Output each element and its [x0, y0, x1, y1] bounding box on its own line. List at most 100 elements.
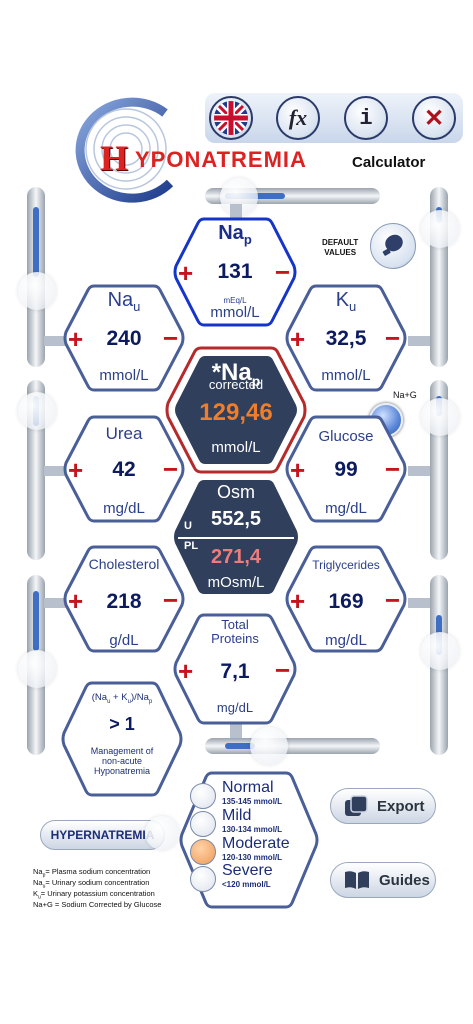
- glucose-label: Glucose: [318, 428, 374, 445]
- proteins-slider-handle[interactable]: [250, 727, 288, 765]
- legend-nag: Na+G = Sodium Corrected by Glucose: [33, 900, 162, 909]
- proteins-panel: Total Proteins + 7,1 − mg/dL: [172, 612, 298, 726]
- close-button[interactable]: ✕: [412, 96, 456, 140]
- hex-shape: [174, 480, 298, 594]
- ku-label: Ku: [335, 289, 357, 314]
- severity-severe-range: <120 mmol/L: [222, 880, 271, 889]
- logo-rings: [75, 97, 174, 203]
- connector: [408, 466, 430, 476]
- nau-panel: Nau + 240 − mmol/L: [62, 283, 186, 393]
- title-initial: H: [100, 138, 128, 178]
- triglycerides-label: Triglycerides: [312, 558, 380, 572]
- cholesterol-slider-handle[interactable]: [18, 650, 56, 688]
- book-icon: [345, 871, 369, 889]
- triglycerides-panel: Triglycerides + 169 − mg/dL: [284, 544, 408, 654]
- hex-shape: [285, 284, 407, 392]
- ratio-panel[interactable]: (Nau + Ku)/Nap > 1 Management of non-acut…: [60, 680, 184, 798]
- ku-plus-button[interactable]: +: [290, 324, 306, 354]
- cholesterol-plus-button[interactable]: +: [68, 586, 84, 616]
- ku-minus-button[interactable]: −: [384, 323, 400, 353]
- severity-normal-label: Normal: [222, 779, 274, 796]
- nap-minus-button[interactable]: −: [274, 257, 290, 287]
- formula-button[interactable]: fx: [276, 96, 320, 140]
- ku-slider-handle[interactable]: [421, 210, 459, 248]
- urea-plus-button[interactable]: +: [68, 455, 84, 485]
- info-icon: i: [359, 105, 373, 131]
- severity-normal-range: 135-145 mmol/L: [222, 797, 283, 806]
- nau-unit: mmol/L: [99, 367, 149, 384]
- hex-shape: [165, 346, 307, 474]
- osm-label: Osm: [217, 482, 255, 502]
- urea-slider-handle[interactable]: [18, 392, 56, 430]
- cholesterol-panel: Cholesterol + 218 − g/dL: [62, 544, 186, 654]
- ratio-value: > 1: [109, 714, 135, 734]
- hypernatremia-label: HYPERNATREMIA: [50, 828, 155, 842]
- legend-ku: Ku= Urinary potassium concentration: [33, 889, 155, 901]
- guides-label: Guides: [379, 871, 430, 889]
- hex-shape: [63, 545, 185, 653]
- hex-shape: [173, 217, 297, 327]
- urea-unit: mg/dL: [103, 500, 145, 517]
- hex-shape: [285, 545, 407, 653]
- nau-slider-handle[interactable]: [18, 272, 56, 310]
- urea-minus-button[interactable]: −: [162, 454, 178, 484]
- guides-button[interactable]: Guides: [330, 862, 436, 898]
- proteins-slider-fill: [225, 743, 255, 749]
- ratio-formula: (Nau + Ku)/Nap: [91, 692, 153, 705]
- nap-unit: mmol/L: [210, 304, 260, 321]
- corrected-caption: corrected: [208, 377, 264, 392]
- default-values-label: DEFAULT VALUES: [322, 238, 359, 257]
- connector: [230, 204, 242, 218]
- proteins-unit: mg/dL: [216, 700, 254, 715]
- triglycerides-unit: mg/dL: [325, 632, 367, 649]
- hex-shape: [63, 415, 185, 523]
- nap-plus-button[interactable]: +: [178, 258, 194, 288]
- ku-panel: Ku + 32,5 − mmol/L: [284, 283, 408, 393]
- nap-label: Nap: [218, 222, 252, 247]
- nau-plus-button[interactable]: +: [68, 324, 84, 354]
- glucose-slider-handle[interactable]: [421, 398, 459, 436]
- fx-icon: fx: [288, 105, 308, 130]
- cholesterol-value: 218: [106, 590, 142, 613]
- cholesterol-unit: g/dL: [109, 632, 139, 649]
- ku-unit: mmol/L: [321, 367, 371, 384]
- connector: [44, 598, 66, 608]
- triglycerides-value: 169: [328, 590, 364, 613]
- triglycerides-slider-handle[interactable]: [421, 632, 459, 670]
- language-button[interactable]: [209, 96, 253, 140]
- hex-shape: [61, 681, 183, 797]
- corrected-nap-label: *Nap: [211, 359, 261, 389]
- cholesterol-label: Cholesterol: [88, 556, 160, 572]
- connector: [44, 466, 66, 476]
- severity-mild-label: Mild: [222, 807, 252, 824]
- severity-moderate-dot: [190, 839, 216, 865]
- cholesterol-minus-button[interactable]: −: [162, 585, 178, 615]
- osm-u-value: 552,5: [210, 508, 262, 530]
- triglycerides-minus-button[interactable]: −: [384, 585, 400, 615]
- cholesterol-slider-fill: [33, 591, 39, 651]
- ku-value: 32,5: [325, 327, 367, 350]
- info-button[interactable]: i: [344, 96, 388, 140]
- export-button[interactable]: Export: [330, 788, 436, 824]
- hypernatremia-toggle[interactable]: [145, 816, 179, 850]
- proteins-slider[interactable]: [205, 738, 380, 754]
- urea-panel: Urea + 42 − mg/dL: [62, 414, 186, 524]
- severity-severe-dot: [190, 866, 216, 892]
- osm-u-label: U: [184, 520, 192, 532]
- hex-shape: [173, 613, 297, 725]
- default-values-button[interactable]: [370, 223, 416, 269]
- proteins-minus-button[interactable]: −: [274, 655, 290, 685]
- triglycerides-plus-button[interactable]: +: [290, 586, 306, 616]
- glucose-plus-button[interactable]: +: [290, 455, 306, 485]
- proteins-label: Total Proteins: [211, 617, 259, 646]
- urea-value: 42: [112, 458, 136, 481]
- nau-slider-fill: [33, 207, 39, 277]
- hypernatremia-button[interactable]: HYPERNATREMIA: [40, 820, 165, 850]
- nau-value: 240: [106, 327, 142, 350]
- export-label: Export: [377, 797, 425, 815]
- severity-mild-range: 130-134 mmol/L: [222, 825, 283, 834]
- proteins-plus-button[interactable]: +: [178, 656, 194, 686]
- connector: [230, 722, 242, 738]
- glucose-minus-button[interactable]: −: [384, 454, 400, 484]
- nau-minus-button[interactable]: −: [162, 323, 178, 353]
